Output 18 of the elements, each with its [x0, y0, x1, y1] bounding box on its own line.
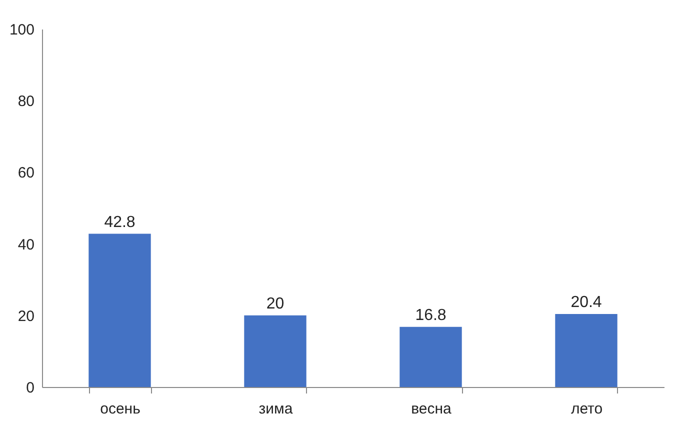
bar: [88, 234, 151, 387]
x-tick-label: весна: [411, 400, 452, 418]
y-tick-label: 80: [18, 93, 34, 110]
data-label: 42.8: [104, 214, 136, 231]
x-tick-label: лето: [570, 400, 603, 418]
y-tick-label: 60: [18, 164, 34, 182]
y-tick-label: 40: [18, 236, 34, 254]
bar: [400, 326, 462, 387]
data-label: 16.8: [415, 306, 446, 324]
bar: [555, 314, 618, 387]
data-label: 20.4: [570, 294, 602, 311]
x-tick-label: осень: [100, 400, 141, 418]
bar: [244, 315, 306, 387]
y-tick-label: 100: [9, 22, 34, 38]
y-tick-label: 0: [26, 380, 34, 396]
data-label: 20: [266, 295, 284, 312]
y-tick-label: 20: [18, 308, 34, 325]
x-tick-label: зима: [258, 400, 294, 418]
